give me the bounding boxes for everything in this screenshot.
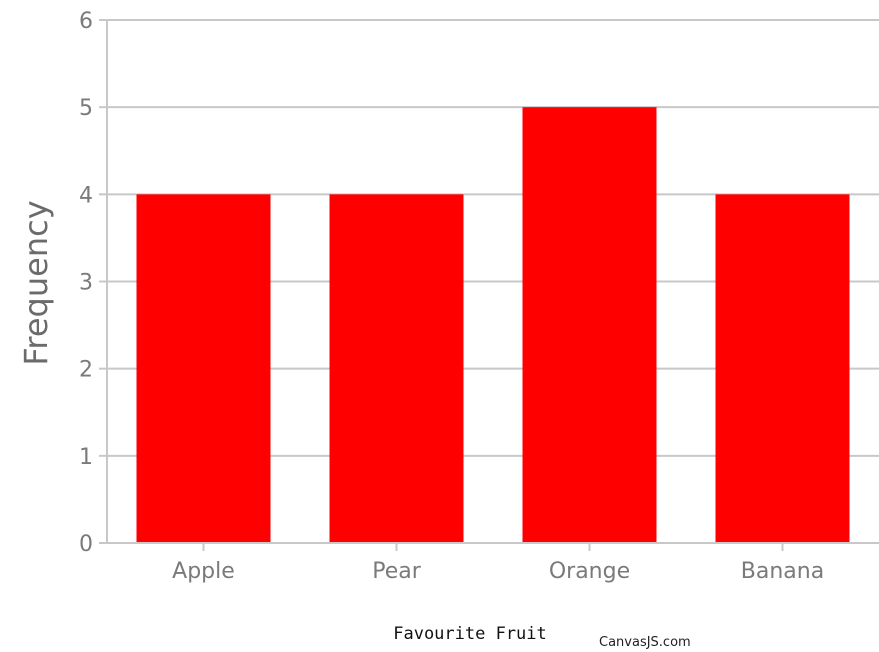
- y-tick-label: 1: [79, 445, 93, 470]
- x-axis-title: Favourite Fruit: [393, 624, 547, 644]
- bar-banana[interactable]: [715, 194, 850, 544]
- y-tick-label: 6: [79, 9, 93, 34]
- y-axis-title: Frequency: [17, 200, 55, 365]
- x-tick-label: Orange: [549, 559, 630, 584]
- y-tick-label: 2: [79, 358, 93, 383]
- x-tick-label: Apple: [172, 559, 235, 584]
- y-tick-labels: 0 1 2 3 4 5 6: [79, 9, 107, 557]
- y-tick-label: 4: [79, 183, 93, 208]
- canvasjs-credit[interactable]: CanvasJS.com: [599, 635, 691, 650]
- x-tick-label: Pear: [372, 559, 421, 584]
- x-tick-label: Banana: [741, 559, 824, 584]
- bar-pear[interactable]: [329, 194, 464, 544]
- bars: [136, 107, 850, 544]
- x-tick-labels: Apple Pear Orange Banana: [172, 543, 824, 584]
- y-tick-label: 3: [79, 271, 93, 296]
- bar-orange[interactable]: [522, 107, 657, 544]
- bar-apple[interactable]: [136, 194, 271, 544]
- y-tick-label: 0: [79, 532, 93, 557]
- y-tick-label: 5: [79, 96, 93, 121]
